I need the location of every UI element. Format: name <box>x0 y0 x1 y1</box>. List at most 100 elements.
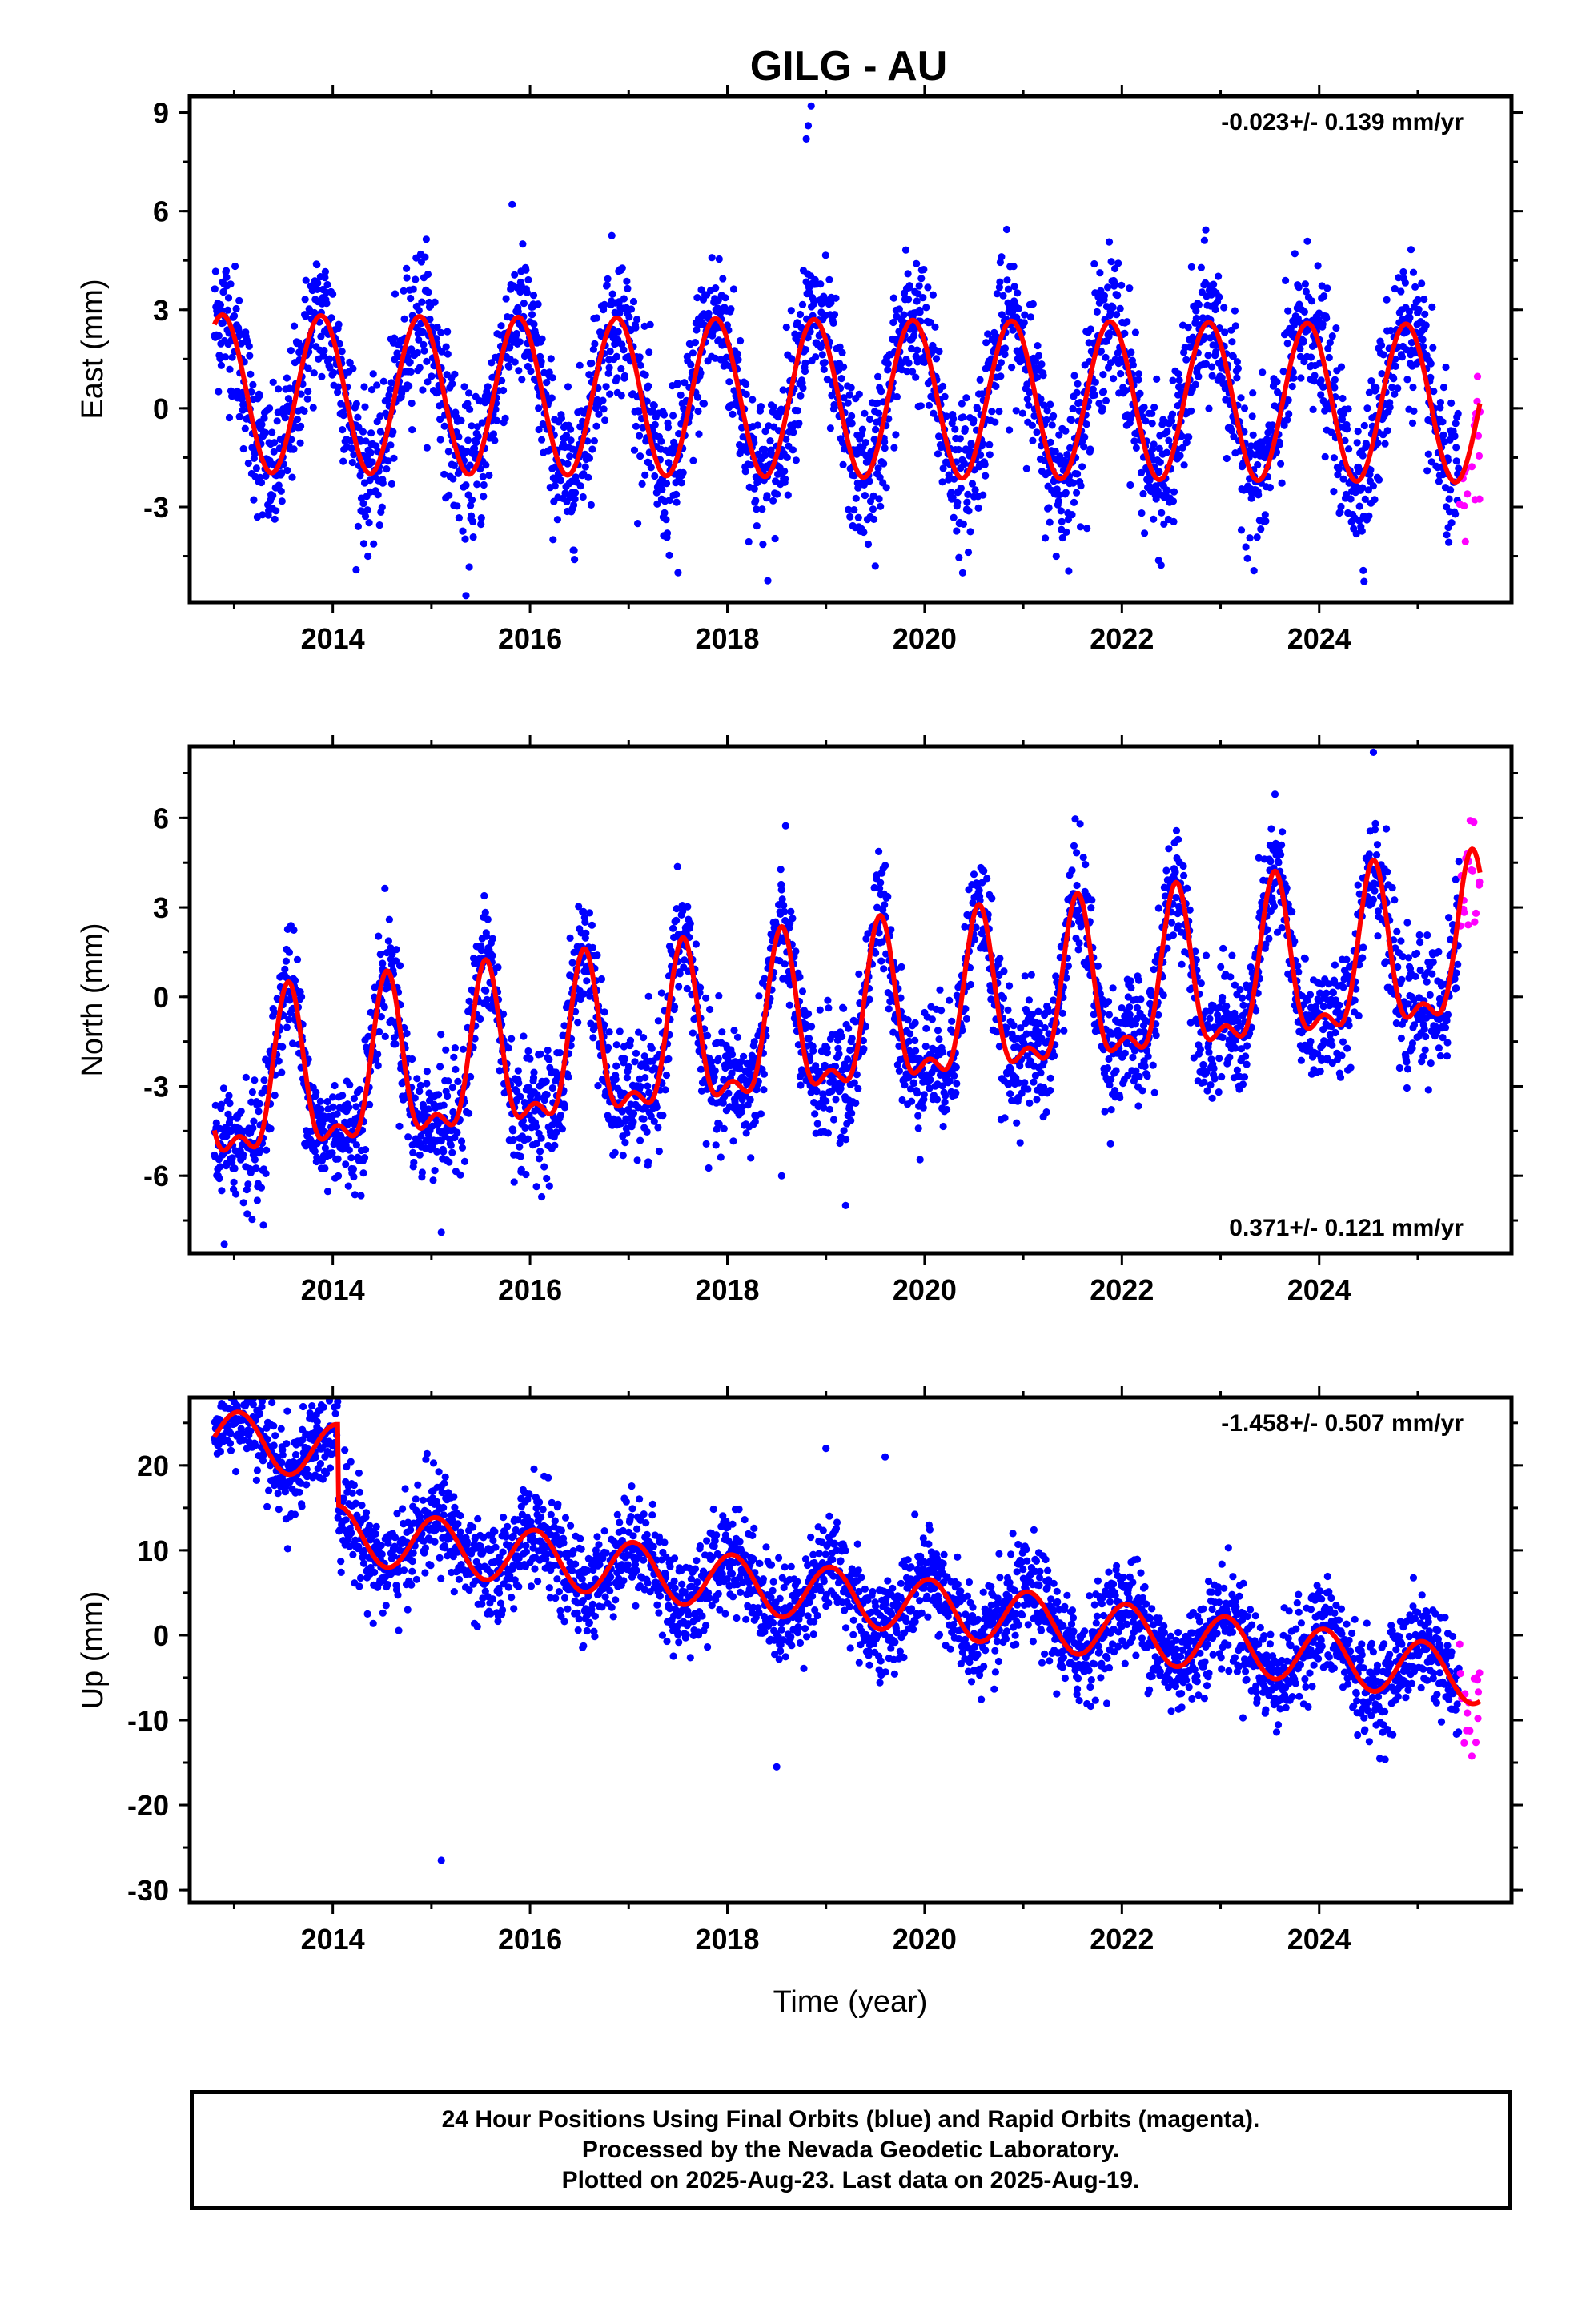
final-point <box>840 363 848 371</box>
final-point <box>769 403 777 411</box>
final-point <box>239 1199 247 1207</box>
final-point <box>884 892 892 901</box>
final-point <box>729 410 737 419</box>
final-point <box>361 512 370 521</box>
final-point <box>1168 410 1177 418</box>
final-point <box>404 1133 412 1141</box>
final-point <box>260 1076 268 1084</box>
final-point <box>781 475 789 483</box>
final-point <box>293 416 302 424</box>
final-point <box>532 1123 540 1131</box>
final-point <box>272 507 280 515</box>
final-point <box>335 383 343 391</box>
final-point <box>929 291 937 299</box>
final-point <box>1266 484 1274 492</box>
final-point <box>647 1112 655 1120</box>
final-point <box>247 1098 255 1106</box>
final-point <box>468 512 476 520</box>
final-point <box>812 353 820 361</box>
final-point <box>483 932 491 940</box>
final-point <box>737 336 745 345</box>
final-point <box>998 253 1006 261</box>
final-point <box>938 1082 946 1090</box>
final-point <box>383 465 391 473</box>
final-point <box>1107 258 1115 266</box>
final-point <box>730 1027 738 1035</box>
final-point <box>1403 376 1411 384</box>
final-point <box>950 415 958 423</box>
final-point <box>966 528 974 536</box>
final-point <box>988 408 996 416</box>
final-point <box>1116 304 1124 312</box>
final-point <box>801 346 810 354</box>
final-point <box>216 300 224 309</box>
final-point <box>535 404 543 412</box>
final-point <box>570 501 578 509</box>
final-point <box>1300 308 1308 316</box>
final-point <box>1363 442 1371 450</box>
final-point <box>460 1157 469 1165</box>
final-point <box>644 992 652 1000</box>
final-point <box>959 413 967 421</box>
final-point <box>1409 268 1418 276</box>
final-point <box>519 240 527 248</box>
final-point <box>581 918 589 926</box>
final-point <box>624 1063 633 1071</box>
final-point <box>620 295 628 303</box>
final-point <box>895 305 903 313</box>
final-point <box>1359 484 1367 492</box>
final-point <box>471 444 479 452</box>
final-point <box>1178 444 1186 452</box>
final-point <box>587 501 596 509</box>
final-point <box>283 1023 291 1031</box>
final-point <box>1102 396 1110 404</box>
final-point <box>686 919 694 927</box>
final-point <box>277 487 285 495</box>
final-point <box>848 420 856 428</box>
final-point <box>244 459 252 468</box>
final-point <box>643 1128 651 1136</box>
final-point <box>266 404 274 412</box>
final-point <box>445 1158 453 1166</box>
final-point <box>769 497 777 505</box>
final-point <box>1383 296 1391 304</box>
final-point <box>1259 368 1267 376</box>
final-point <box>1148 409 1156 417</box>
final-point <box>373 381 381 389</box>
final-point <box>781 907 789 915</box>
final-point <box>728 1051 737 1059</box>
final-point <box>301 296 309 304</box>
final-point <box>910 326 918 334</box>
final-point <box>1053 485 1061 493</box>
final-point <box>297 390 305 398</box>
final-point <box>1296 344 1304 352</box>
final-point <box>238 395 246 403</box>
final-point <box>881 438 889 446</box>
final-point <box>1200 236 1208 244</box>
final-point <box>544 1046 552 1055</box>
final-point <box>339 426 347 434</box>
final-point <box>560 1022 568 1030</box>
final-point <box>684 903 692 911</box>
final-point <box>400 287 408 295</box>
final-point <box>921 1043 930 1051</box>
final-point <box>874 372 882 380</box>
final-point <box>1030 412 1038 420</box>
final-point <box>930 1046 938 1054</box>
final-point <box>1343 425 1351 433</box>
final-point <box>242 1073 250 1081</box>
final-point <box>855 970 863 978</box>
final-point <box>518 376 526 384</box>
final-point <box>938 1007 946 1015</box>
final-point <box>1139 489 1147 498</box>
final-point <box>250 496 258 504</box>
final-point <box>870 515 878 524</box>
final-point <box>267 1124 275 1132</box>
final-point <box>1288 382 1296 391</box>
final-point <box>1323 284 1331 292</box>
final-point <box>251 1076 259 1084</box>
final-point <box>339 1092 347 1100</box>
final-point <box>368 458 376 466</box>
final-point <box>844 1055 852 1063</box>
final-point <box>405 382 413 390</box>
